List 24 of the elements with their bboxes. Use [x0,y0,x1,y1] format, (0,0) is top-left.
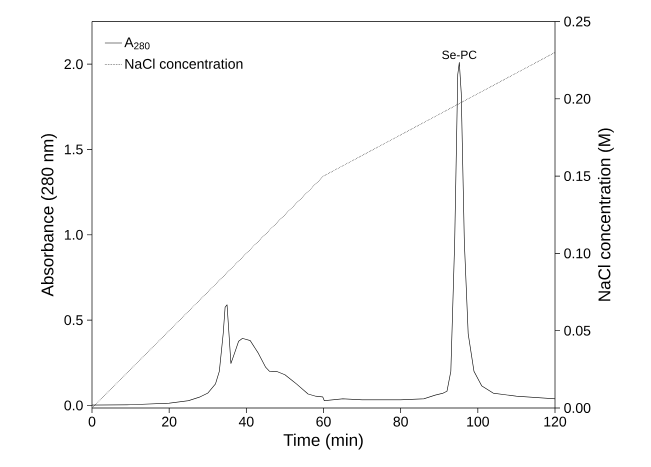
legend-label: A$_{280}$ [124,37,150,50]
y-axis-title: Absorbance (280 nm) [41,134,57,296]
y2-tick-label: 0.00 [564,403,590,413]
x-tick-label: 120 [544,416,566,427]
y-tick-label: 1.5 [64,144,83,154]
y-tick-label: 0.0 [64,400,83,410]
x-tick-label: 20 [162,416,176,427]
annotation: Se-PC [442,50,477,60]
y-tick-label: 1.0 [64,230,83,240]
x-tick-label: 60 [316,416,331,427]
y2-tick-label: 0.10 [564,248,590,258]
y2-axis-title: NaCl concentration (M) [598,128,614,301]
y2-tick-label: 0.20 [564,94,590,104]
x-tick-label: 100 [467,416,489,427]
y-tick-label: 2.0 [64,59,83,70]
y-tick-label: 0.5 [64,315,83,326]
x-tick-label: 40 [238,416,254,427]
legend-label: NaCl concentration [125,58,242,69]
y2-tick-label: 0.05 [564,326,590,336]
x-axis-title: Time (min) [284,434,363,450]
y2-tick-label: 0.15 [564,171,590,182]
x-tick-label: 80 [393,416,408,427]
y2-tick-label: 0.25 [564,16,590,26]
x-tick-label: 0 [88,416,96,427]
